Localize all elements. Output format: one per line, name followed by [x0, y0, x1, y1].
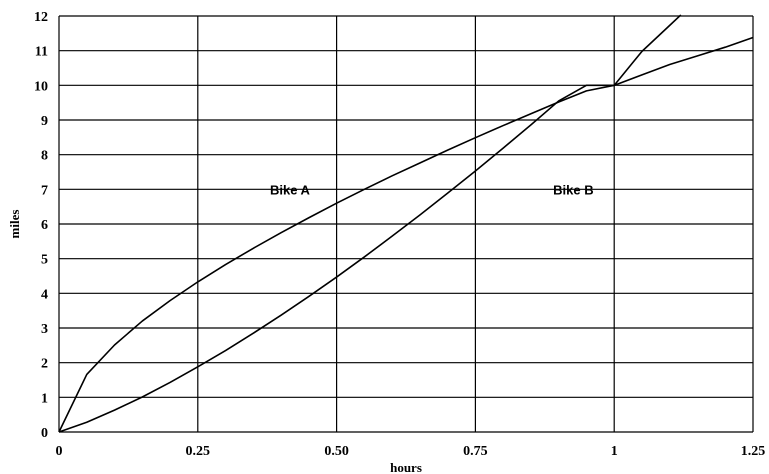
x-axis-label: hours: [390, 460, 422, 474]
x-tick-label: 1.25: [741, 444, 766, 459]
y-tick-label: 10: [34, 79, 48, 94]
y-tick-label: 11: [35, 45, 48, 60]
series-label: Bike A: [270, 182, 311, 197]
x-tick-label: 0.75: [463, 444, 488, 459]
y-tick-label: 8: [41, 149, 48, 164]
x-tick-label: 0: [56, 444, 63, 459]
series-line-bike-a: [58, 36, 754, 433]
y-tick-label: 5: [41, 253, 48, 268]
y-tick-label: 9: [41, 114, 48, 129]
series-labels: Bike A Bike B: [270, 182, 594, 197]
y-tick-label: 1: [41, 391, 48, 406]
y-tick-label: 6: [41, 218, 48, 233]
y-tick-label: 3: [41, 322, 48, 337]
y-tick-label: 12: [34, 10, 48, 25]
y-axis-label: miles: [7, 210, 22, 239]
x-tick-label: 1: [611, 444, 618, 459]
grid-lines: [58, 15, 754, 433]
series-line-bike-b: [58, 14, 682, 433]
y-tick-label: 2: [41, 357, 48, 372]
series-label: Bike B: [553, 182, 593, 197]
series-lines: [58, 14, 754, 433]
y-tick-label: 0: [41, 426, 48, 441]
x-tick-label: 0.25: [186, 444, 211, 459]
x-tick-label: 0.50: [324, 444, 349, 459]
y-tick-label: 7: [41, 183, 48, 198]
y-tick-label: 4: [41, 287, 48, 302]
